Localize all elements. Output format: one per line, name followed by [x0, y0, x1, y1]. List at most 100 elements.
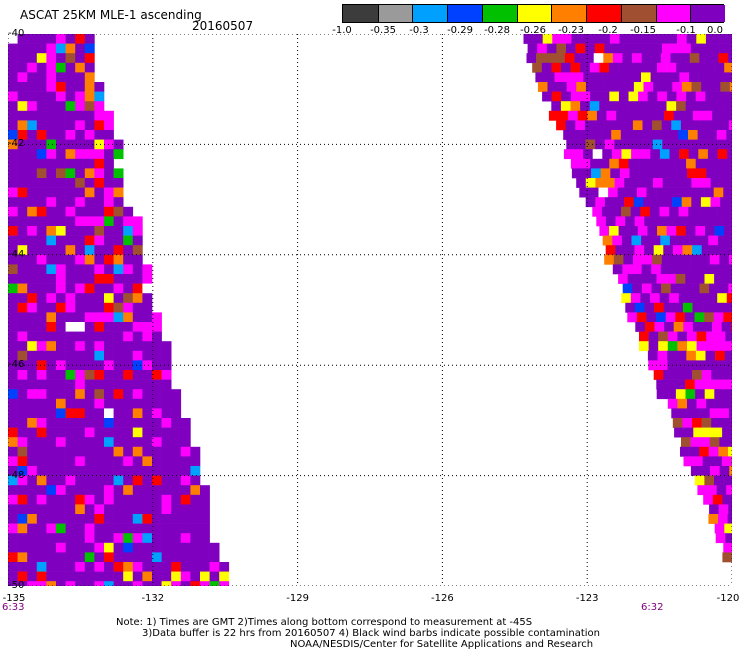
swath-cell	[709, 408, 720, 419]
swath-cell	[682, 245, 693, 256]
swath-cell	[632, 264, 642, 275]
swath-cell	[679, 235, 690, 246]
swath-cell	[547, 82, 558, 92]
swath-cell	[152, 542, 162, 553]
swath-cell	[673, 216, 683, 227]
swath-cell	[94, 389, 105, 400]
swath-cell	[56, 398, 66, 409]
swath-cell	[123, 466, 134, 476]
swath-cell	[94, 264, 105, 275]
swath-cell	[56, 494, 66, 505]
swath-cell	[36, 466, 47, 476]
swath-cell	[656, 379, 667, 390]
swath-cell	[104, 523, 114, 534]
swath-cell	[104, 187, 114, 198]
swath-cell	[631, 235, 642, 246]
swath-cell	[619, 168, 630, 179]
swath-cell	[113, 408, 124, 419]
swath-cell	[65, 552, 76, 563]
swath-cell	[113, 370, 124, 380]
swath-cell	[65, 283, 76, 294]
swath-cell	[84, 581, 95, 586]
swath-cell	[104, 110, 114, 121]
swath-cell	[46, 168, 57, 179]
swath-cell	[724, 158, 732, 169]
swath-cell	[36, 494, 47, 505]
swath-cell	[161, 389, 172, 400]
swath-cell	[36, 62, 47, 73]
swath-cell	[648, 331, 659, 342]
swath-cell	[638, 158, 648, 169]
swath-cell	[612, 264, 623, 275]
swath-cell	[673, 302, 684, 313]
swath-cell	[94, 130, 105, 140]
swath-cell	[27, 542, 38, 553]
swath-cell	[17, 82, 28, 92]
swath-cell	[27, 571, 38, 582]
swath-cell	[123, 504, 134, 515]
swath-cell	[17, 562, 28, 572]
swath-cell	[75, 475, 86, 486]
swath-cell	[46, 370, 57, 380]
swath-cell	[720, 178, 731, 188]
swath-cell	[624, 82, 635, 92]
swath-cell	[36, 331, 47, 342]
swath-cell	[706, 398, 717, 409]
swath-cell	[180, 562, 191, 572]
swath-cell	[627, 187, 638, 198]
swath-cell	[75, 43, 86, 54]
swath-cell	[142, 398, 153, 409]
swath-cell	[689, 283, 700, 294]
swath-cell	[533, 34, 543, 44]
swath-cell	[75, 254, 86, 265]
swath-cell	[730, 216, 732, 227]
swath-cell	[523, 34, 534, 44]
swath-cell	[161, 408, 172, 419]
swath-cell	[8, 408, 18, 419]
swath-cell	[8, 178, 18, 188]
swath-cell	[190, 485, 201, 496]
swath-cell	[104, 418, 114, 428]
swath-cell	[142, 331, 153, 342]
swath-cell	[65, 475, 76, 486]
swath-cell	[161, 504, 172, 515]
swath-cell	[27, 466, 38, 476]
swath-cell	[651, 283, 662, 294]
swath-cell	[699, 446, 710, 457]
swath-cell	[104, 504, 114, 515]
swath-cell	[113, 197, 124, 208]
swath-cell	[642, 120, 653, 131]
swath-cell	[585, 139, 596, 150]
swath-cell	[132, 245, 143, 256]
swath-cell	[104, 552, 114, 563]
swath-cell	[677, 34, 687, 44]
swath-cell	[632, 120, 643, 131]
swath-cell	[27, 494, 38, 505]
swath-cell	[142, 379, 153, 390]
swath-cell	[161, 494, 172, 505]
swath-cell	[661, 254, 672, 265]
swath-cell	[624, 197, 634, 208]
note-line-1: Note: 1) Times are GMT 2)Times along bot…	[116, 617, 533, 628]
swath-cell	[56, 149, 66, 160]
swath-cell	[685, 62, 696, 73]
swath-cell	[671, 408, 682, 419]
swath-cell	[722, 494, 732, 505]
swath-cell	[75, 130, 86, 140]
color-scale-segment	[516, 5, 552, 22]
swath-cell	[8, 235, 18, 246]
swath-cell	[190, 504, 201, 515]
swath-cell	[75, 446, 86, 457]
swath-cell	[180, 523, 191, 534]
swath-cell	[710, 466, 720, 476]
color-scale-segment	[586, 5, 622, 22]
swath-cell	[605, 216, 616, 227]
swath-cell	[605, 245, 616, 256]
swath-cell	[65, 216, 76, 227]
swath-cell	[17, 226, 28, 236]
swath-cell	[608, 101, 619, 112]
swath-cell	[46, 446, 57, 457]
swath-cell	[46, 379, 57, 390]
swath-cell	[575, 120, 586, 131]
swath-cell	[84, 264, 95, 275]
